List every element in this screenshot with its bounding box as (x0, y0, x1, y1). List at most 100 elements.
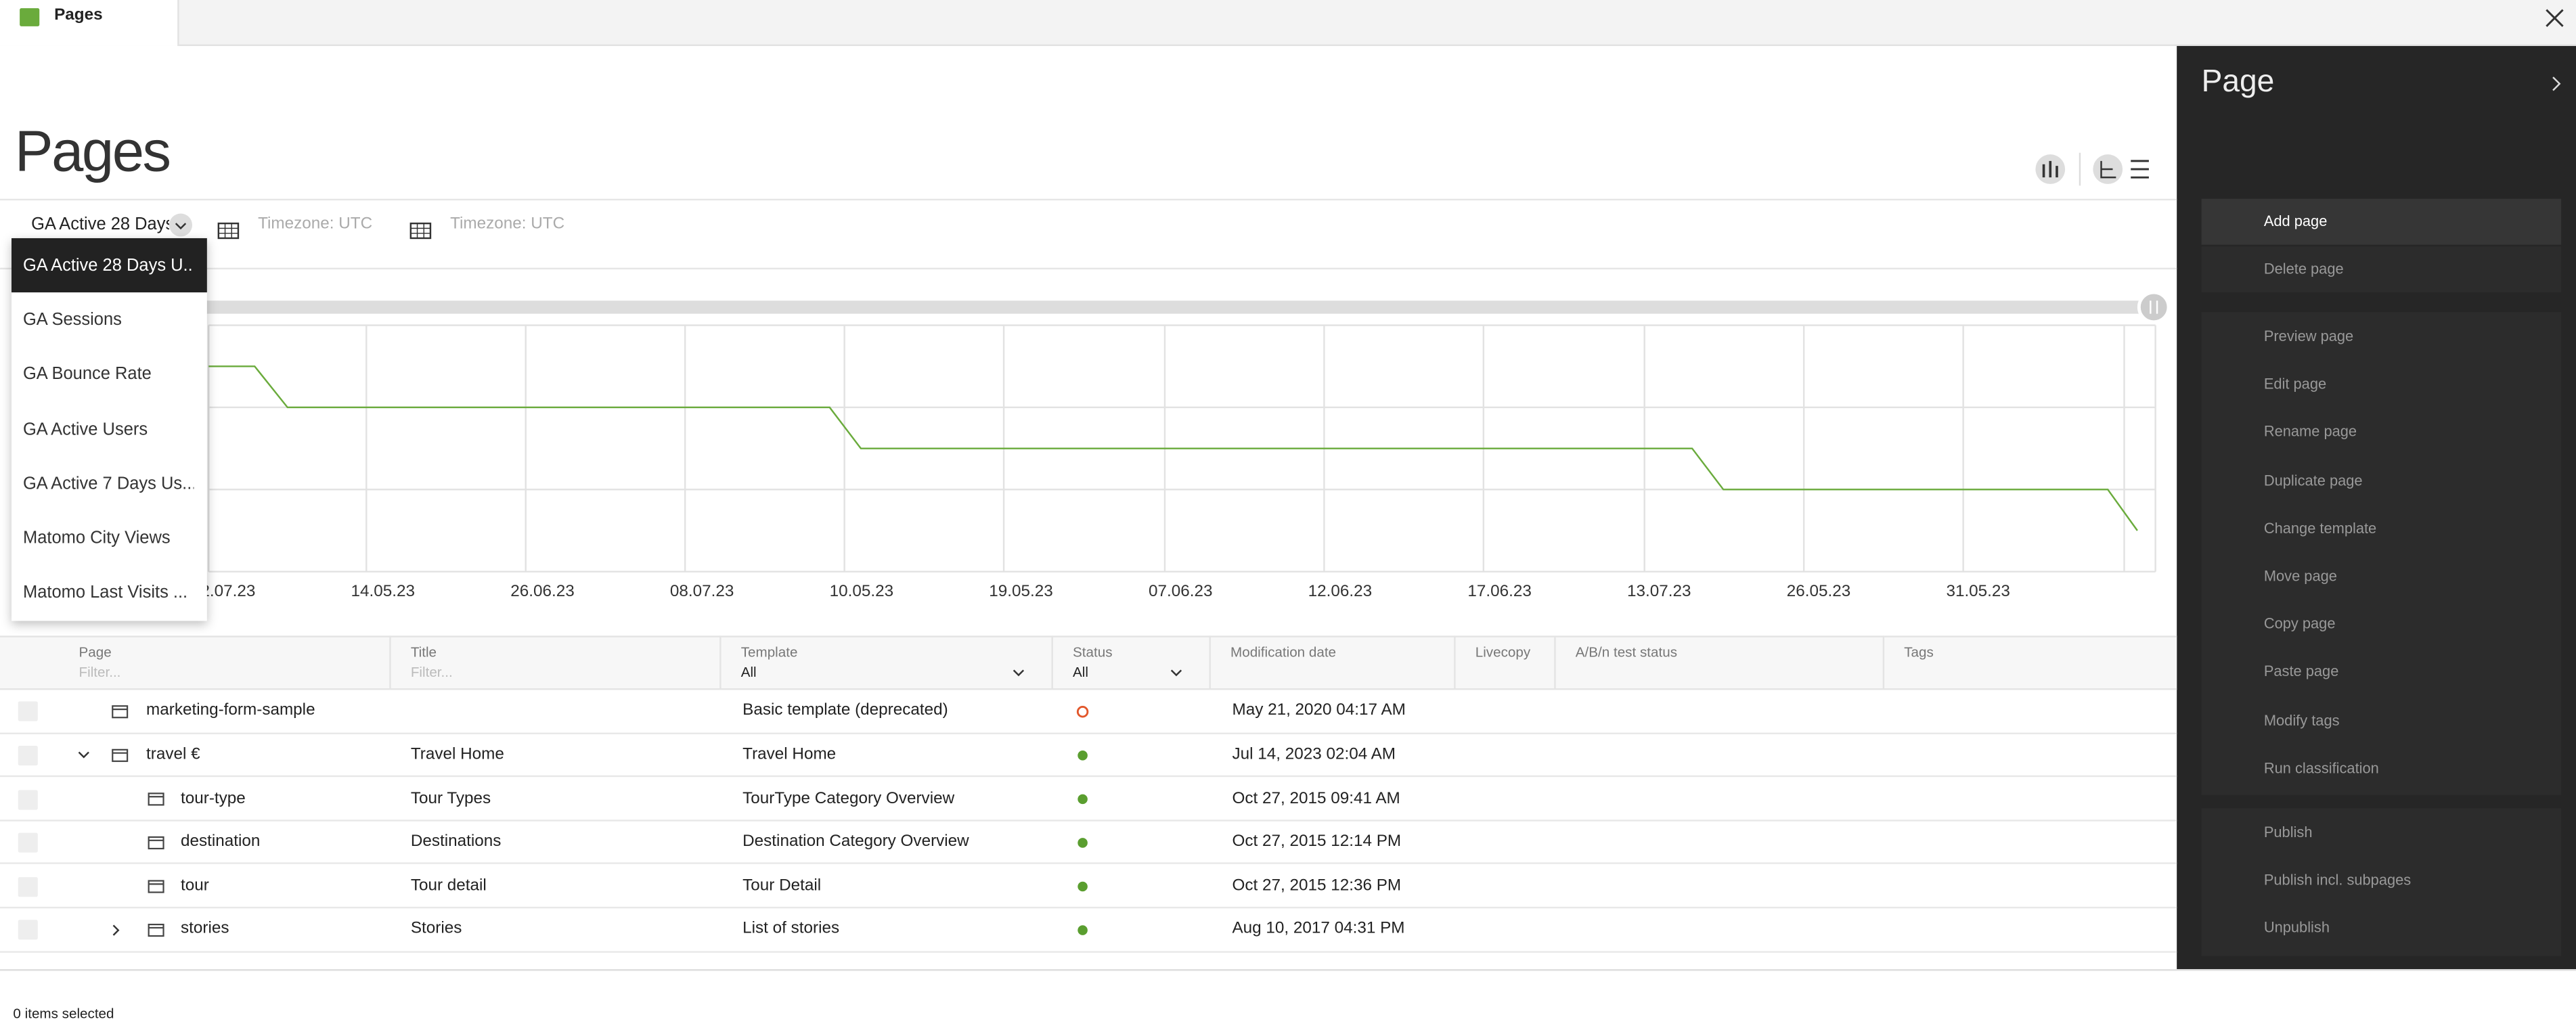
column-filter-select[interactable]: All (1073, 663, 1088, 680)
row-checkbox[interactable] (18, 920, 38, 941)
tree-icon (2100, 160, 2116, 179)
calendar-frame (217, 222, 240, 240)
divider (0, 969, 2576, 971)
close-icon (2546, 9, 2564, 27)
modified-cell: Oct 27, 2015 09:41 AM (1232, 789, 1400, 808)
action-label[interactable]: Publish (2263, 824, 2313, 841)
action-label[interactable]: Edit page (2263, 376, 2327, 393)
x-axis-label: 19.05.23 (989, 583, 1053, 602)
row-checkbox[interactable] (18, 832, 38, 853)
column-filter-select[interactable]: All (740, 663, 757, 680)
column-filter[interactable]: Filter... (79, 663, 121, 680)
dropdown-option[interactable]: GA Active Users (22, 419, 148, 439)
column-header: Modification date (1230, 644, 1337, 660)
tab-title[interactable]: Pages (54, 6, 103, 25)
x-axis-label: 10.05.23 (829, 583, 894, 602)
column-separator (1209, 635, 1211, 690)
page-icon (148, 880, 164, 893)
timezone-label: Timezone: UTC (450, 215, 565, 233)
action-label[interactable]: Copy page (2263, 615, 2336, 632)
page-title-cell: Tour Types (410, 789, 491, 808)
column-separator (719, 635, 721, 690)
page-title-cell: Travel Home (410, 745, 504, 764)
action-label[interactable]: Paste page (2263, 663, 2339, 680)
page-name[interactable]: marketing-form-sample (146, 702, 315, 720)
dropdown-option[interactable]: GA Bounce Rate (22, 364, 152, 384)
column-header: Title (410, 644, 437, 660)
table-row (0, 865, 2177, 909)
action-label[interactable]: Publish incl. subpages (2263, 872, 2412, 889)
action-label[interactable]: Preview page (2263, 328, 2354, 344)
page-title-cell: Destinations (410, 832, 502, 851)
expand-chevron (112, 924, 120, 936)
template-cell: Destination Category Overview (742, 832, 969, 851)
x-axis-label: 26.05.23 (1786, 583, 1851, 602)
status-indicator (1076, 706, 1089, 718)
calendar-grid (410, 223, 430, 238)
page-icon (112, 705, 129, 719)
dropdown-option[interactable]: GA Sessions (22, 309, 122, 330)
table-row (0, 821, 2177, 865)
action-label[interactable]: Change template (2263, 519, 2377, 537)
template-cell: TourType Category Overview (742, 789, 955, 808)
table-row (0, 778, 2177, 822)
action-button[interactable] (2201, 246, 2562, 293)
column-filter[interactable]: Filter... (410, 663, 453, 680)
action-label[interactable]: Move page (2263, 567, 2337, 585)
row-checkbox[interactable] (18, 876, 38, 897)
action-label[interactable]: Unpublish (2263, 920, 2330, 937)
select-chevron-bg (169, 213, 192, 237)
x-axis-label: 07.06.23 (1148, 583, 1213, 602)
calendar-frame (409, 222, 432, 240)
page-title-cell: Stories (410, 920, 462, 939)
column-header: Livecopy (1475, 644, 1531, 660)
x-axis-label: 12.06.23 (1308, 583, 1373, 602)
column-separator (389, 635, 391, 690)
range-slider (197, 300, 2156, 314)
status-indicator (1078, 925, 1088, 935)
timezone-label: Timezone: UTC (258, 215, 373, 233)
column-separator (1882, 635, 1885, 690)
dropdown-option[interactable]: Matomo City Views (22, 529, 171, 549)
calendar-icon (409, 222, 432, 240)
action-label[interactable]: Add page (2263, 212, 2328, 229)
action-group (2201, 312, 2562, 795)
row-checkbox[interactable] (18, 702, 38, 722)
status-indicator (1078, 881, 1088, 892)
filter-chevron (1170, 669, 1182, 677)
row-checkbox[interactable] (18, 745, 38, 765)
tab-bar (0, 0, 2576, 46)
action-label[interactable]: Run classification (2263, 759, 2379, 776)
page-name[interactable]: tour-type (181, 789, 246, 808)
page-icon (148, 792, 164, 806)
dropdown-option[interactable]: GA Active 7 Days Us... (22, 474, 194, 494)
action-label[interactable]: Modify tags (2263, 711, 2340, 728)
dropdown-item-selected[interactable] (11, 238, 207, 293)
metric-dropdown (11, 238, 207, 621)
template-cell: Basic template (deprecated) (742, 702, 948, 720)
range-handle-grip (2150, 300, 2158, 314)
page-name[interactable]: stories (181, 920, 229, 939)
status-indicator (1078, 751, 1088, 761)
action-label[interactable]: Rename page (2263, 424, 2357, 441)
table-row (0, 734, 2177, 778)
action-button[interactable] (2201, 198, 2562, 245)
expand-chevron (78, 751, 89, 759)
dropdown-option[interactable]: GA Active 28 Days U... (22, 254, 194, 275)
column-header: Template (740, 644, 798, 660)
dropdown-option[interactable]: Matomo Last Visits ... (22, 583, 188, 604)
page-name[interactable]: destination (181, 832, 261, 851)
table-row (0, 908, 2177, 952)
page-name[interactable]: tour (181, 876, 209, 895)
tab-icon (20, 8, 40, 26)
calendar-grid (218, 223, 238, 238)
chart-line (208, 365, 2138, 531)
row-checkbox[interactable] (18, 789, 38, 809)
metric-select[interactable]: GA Active 28 Days (31, 215, 170, 235)
selection-count: 0 items selected (13, 1005, 114, 1022)
action-label[interactable]: Delete page (2263, 261, 2344, 277)
page-name[interactable]: travel € (146, 745, 200, 764)
action-label[interactable]: Duplicate page (2263, 472, 2363, 489)
status-indicator (1078, 838, 1088, 848)
